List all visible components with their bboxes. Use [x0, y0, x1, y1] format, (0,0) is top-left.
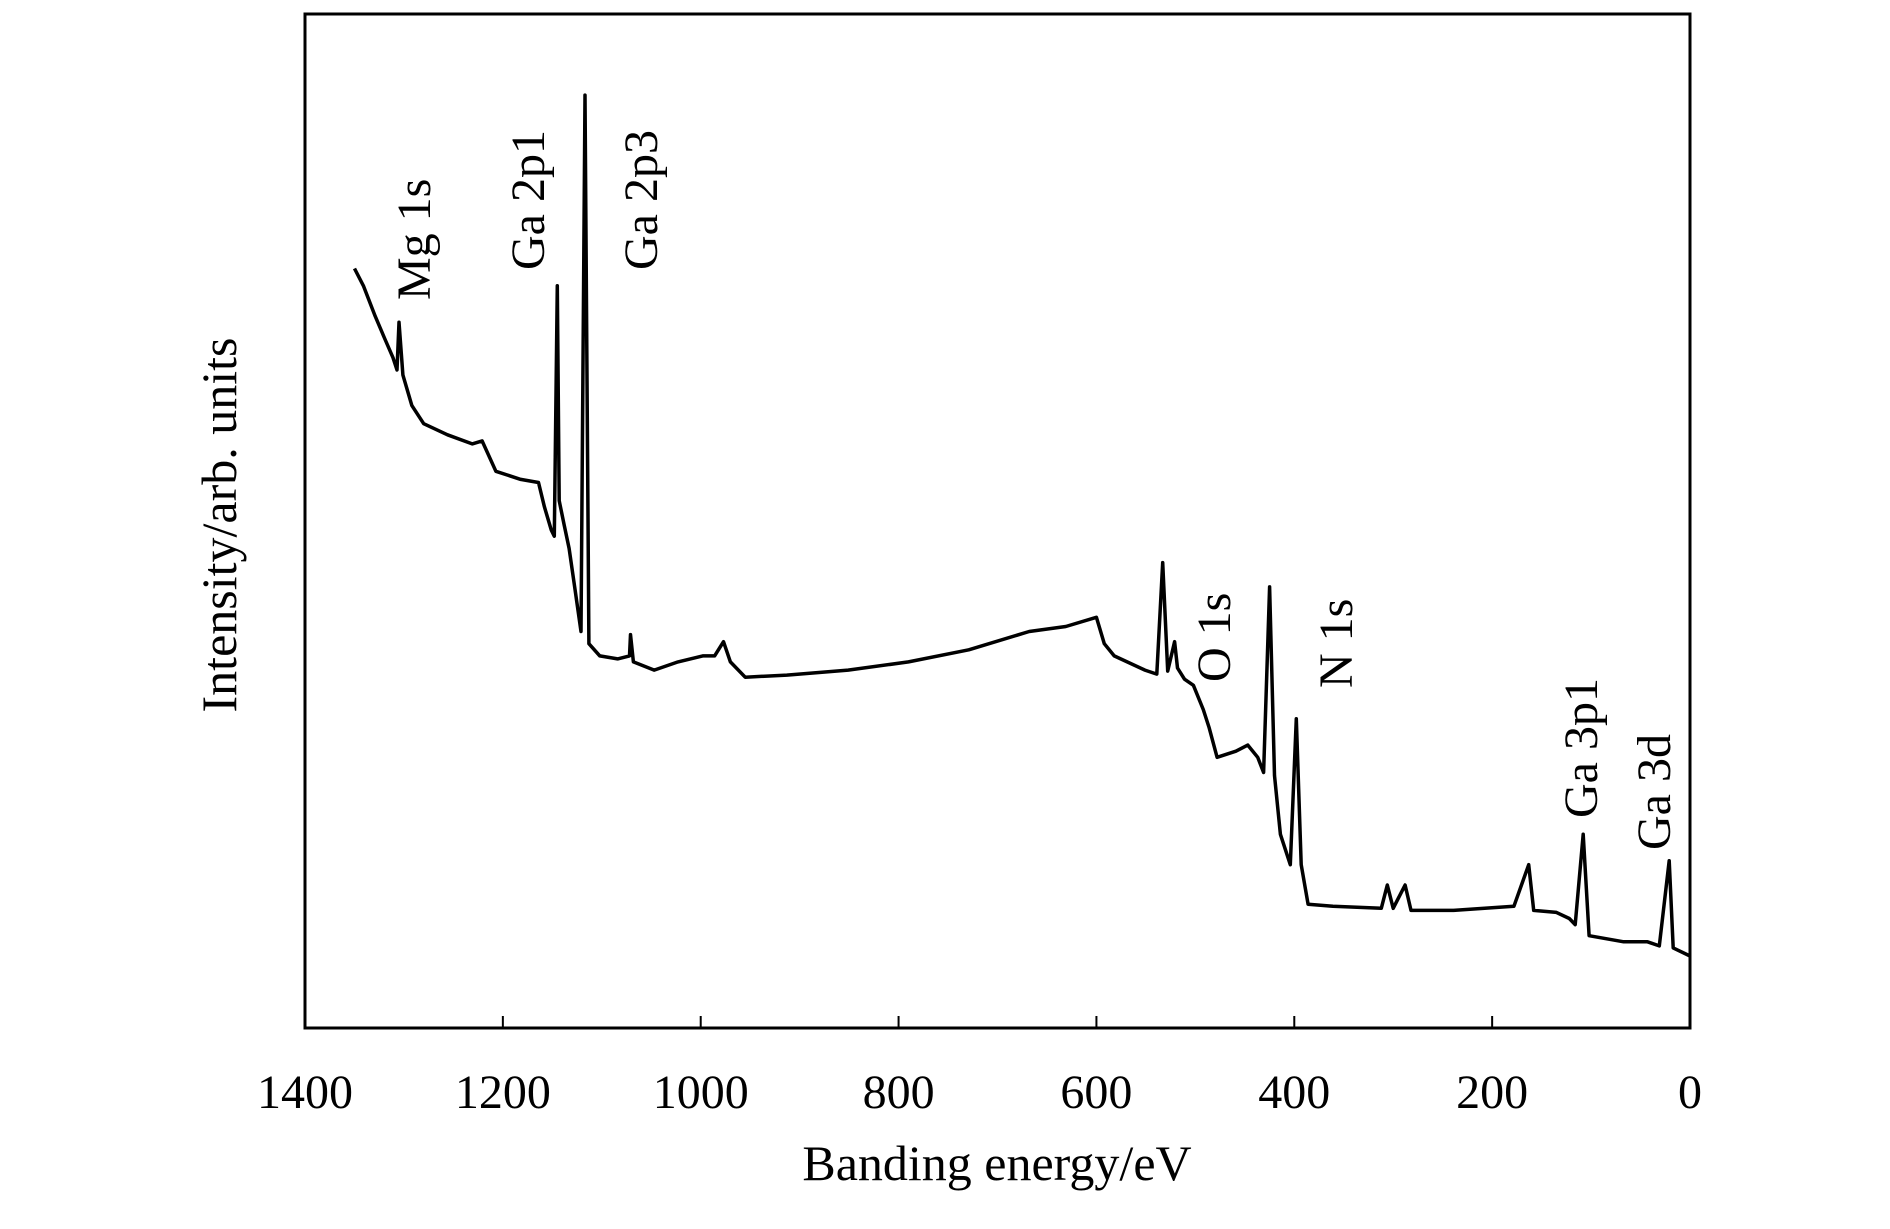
x-tick-label: 200	[1456, 1066, 1528, 1119]
x-tick-label: 1000	[653, 1066, 749, 1119]
x-tick-label: 1400	[257, 1066, 353, 1119]
y-axis-label: Intensity/arb. units	[191, 338, 247, 713]
x-tick-label: 800	[863, 1066, 935, 1119]
x-tick-label: 600	[1060, 1066, 1132, 1119]
peak-annotation: O 1s	[1188, 593, 1241, 682]
x-axis-label: Banding energy/eV	[802, 1135, 1191, 1191]
peak-annotation: Ga 3d	[1628, 734, 1681, 850]
x-tick-label: 0	[1678, 1066, 1702, 1119]
plot-frame	[303, 12, 1692, 1030]
peak-annotation: Ga 2p1	[502, 130, 555, 270]
spectrum-line	[352, 93, 1691, 958]
x-tick-label: 1200	[455, 1066, 551, 1119]
x-tick-label: 400	[1258, 1066, 1330, 1119]
peak-annotation: Mg 1s	[388, 179, 441, 300]
peak-annotation: Ga 2p3	[615, 130, 668, 270]
peak-annotation: N 1s	[1310, 599, 1363, 688]
peak-annotation: Ga 3p1	[1555, 678, 1608, 818]
